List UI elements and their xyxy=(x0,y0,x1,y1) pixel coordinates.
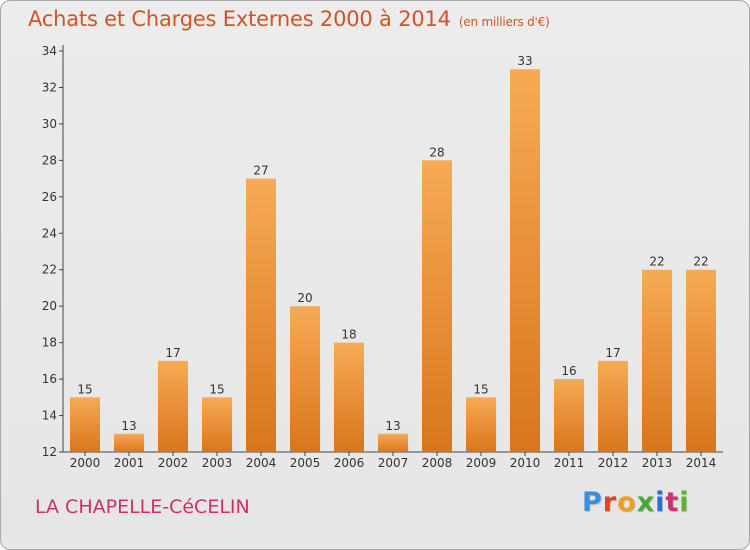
data-label: 20 xyxy=(297,291,312,305)
chart-title-text: Achats et Charges Externes 2000 à 2014 xyxy=(28,7,451,31)
bar xyxy=(202,397,232,452)
bar xyxy=(334,342,364,452)
logo-letter: x xyxy=(636,487,656,518)
x-tick-label: 2002 xyxy=(158,456,189,470)
bar xyxy=(642,269,672,452)
bar xyxy=(290,306,320,452)
logo-letter: P xyxy=(582,487,603,518)
data-label: 17 xyxy=(165,346,180,360)
data-label: 13 xyxy=(385,419,400,433)
y-tick-label: 18 xyxy=(42,336,57,350)
x-tick-label: 2006 xyxy=(334,456,365,470)
y-tick-label: 26 xyxy=(42,190,57,204)
commune-name: LA CHAPELLE-CéCELIN xyxy=(35,496,250,518)
data-label: 22 xyxy=(649,255,664,269)
y-tick-label: 22 xyxy=(42,263,57,277)
axes: 12 14 16 18 20 22 24 26 28 30 32 34 2000 2001 2002 2003… xyxy=(42,44,723,470)
bar xyxy=(686,269,716,452)
x-tick-label: 2009 xyxy=(466,456,497,470)
bar xyxy=(378,433,408,452)
data-label: 28 xyxy=(429,145,444,159)
data-label: 27 xyxy=(253,164,268,178)
bar xyxy=(70,397,100,452)
x-tick-label: 2004 xyxy=(246,456,277,470)
logo-letter: t xyxy=(665,487,680,518)
y-tick-label: 34 xyxy=(42,44,57,58)
x-tick-label: 2007 xyxy=(378,456,409,470)
data-label: 16 xyxy=(561,364,576,378)
x-tick-label: 2000 xyxy=(70,456,101,470)
y-tick-label: 28 xyxy=(42,153,57,167)
data-labels: 15 13 17 15 27 20 18 13 28 15 33 16 17 22 22 xyxy=(77,54,708,433)
x-tick-label: 2012 xyxy=(598,456,629,470)
data-label: 15 xyxy=(77,382,92,396)
data-label: 13 xyxy=(121,419,136,433)
y-tick-label: 20 xyxy=(42,299,57,313)
bar xyxy=(114,433,144,452)
x-tick-label: 2003 xyxy=(202,456,233,470)
chart-subtitle: (en milliers d'€) xyxy=(458,15,550,29)
bar xyxy=(598,360,628,452)
bar xyxy=(510,69,540,453)
x-tick-label: 2001 xyxy=(114,456,145,470)
x-tick-label: 2010 xyxy=(510,456,541,470)
data-label: 15 xyxy=(473,382,488,396)
chart-title: Achats et Charges Externes 2000 à 2014 (e… xyxy=(28,7,550,31)
bars xyxy=(70,69,716,453)
logo-letter: r xyxy=(602,487,618,518)
x-tick-label: 2014 xyxy=(686,456,717,470)
logo-letter: o xyxy=(617,487,637,518)
data-label: 17 xyxy=(605,346,620,360)
data-label: 22 xyxy=(693,255,708,269)
logo-letter: i xyxy=(655,487,666,518)
logo-letter: i xyxy=(679,487,690,518)
data-label: 33 xyxy=(517,54,532,68)
bar xyxy=(554,379,584,452)
bar xyxy=(422,160,452,452)
bar xyxy=(158,360,188,452)
bar xyxy=(466,397,496,452)
y-tick-label: 30 xyxy=(42,117,57,131)
y-tick-label: 24 xyxy=(42,226,57,240)
y-tick-label: 32 xyxy=(42,80,57,94)
y-tick-label: 12 xyxy=(42,445,57,459)
data-label: 15 xyxy=(209,382,224,396)
bar xyxy=(246,178,276,452)
y-tick-label: 14 xyxy=(42,409,57,423)
x-tick-label: 2005 xyxy=(290,456,321,470)
x-tick-label: 2013 xyxy=(642,456,673,470)
x-tick-label: 2011 xyxy=(554,456,585,470)
y-tick-label: 16 xyxy=(42,372,57,386)
proxiti-logo: Proxiti xyxy=(582,487,690,518)
x-tick-label: 2008 xyxy=(422,456,453,470)
data-label: 18 xyxy=(341,328,356,342)
